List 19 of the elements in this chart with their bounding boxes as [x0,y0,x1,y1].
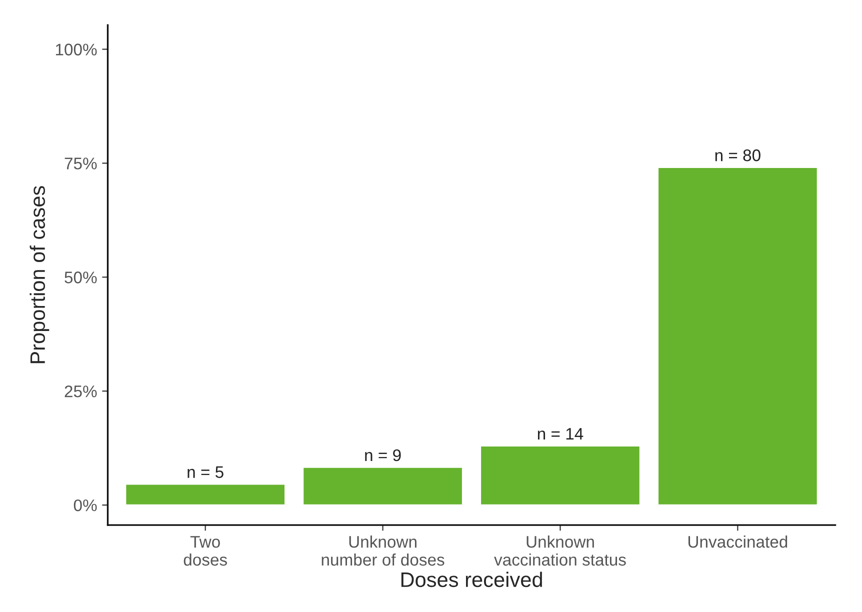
y-axis-title: Proportion of cases [30,186,50,364]
x-axis-title: Doses received [401,572,542,588]
y-tick-label: 100% [56,44,97,56]
bar [124,483,286,506]
bar [480,445,641,506]
y-tick-label: 0% [74,499,97,512]
annotation: n = 5 [188,466,224,478]
bar [657,166,818,506]
x-tick-label: Unvaccinated [688,536,788,548]
x-tick-label: Unknown number of doses [322,536,444,566]
bar [302,466,464,506]
y-tick-label: 50% [64,272,97,284]
x-tick-label: Two doses [184,536,227,566]
x-tick-label: Unknown vaccination status [494,536,626,566]
annotation: n = 9 [365,449,401,462]
annotation: n = 80 [715,149,760,162]
y-tick-label: 25% [64,385,97,398]
y-tick-label: 75% [64,158,97,170]
annotation: n = 14 [538,428,584,440]
